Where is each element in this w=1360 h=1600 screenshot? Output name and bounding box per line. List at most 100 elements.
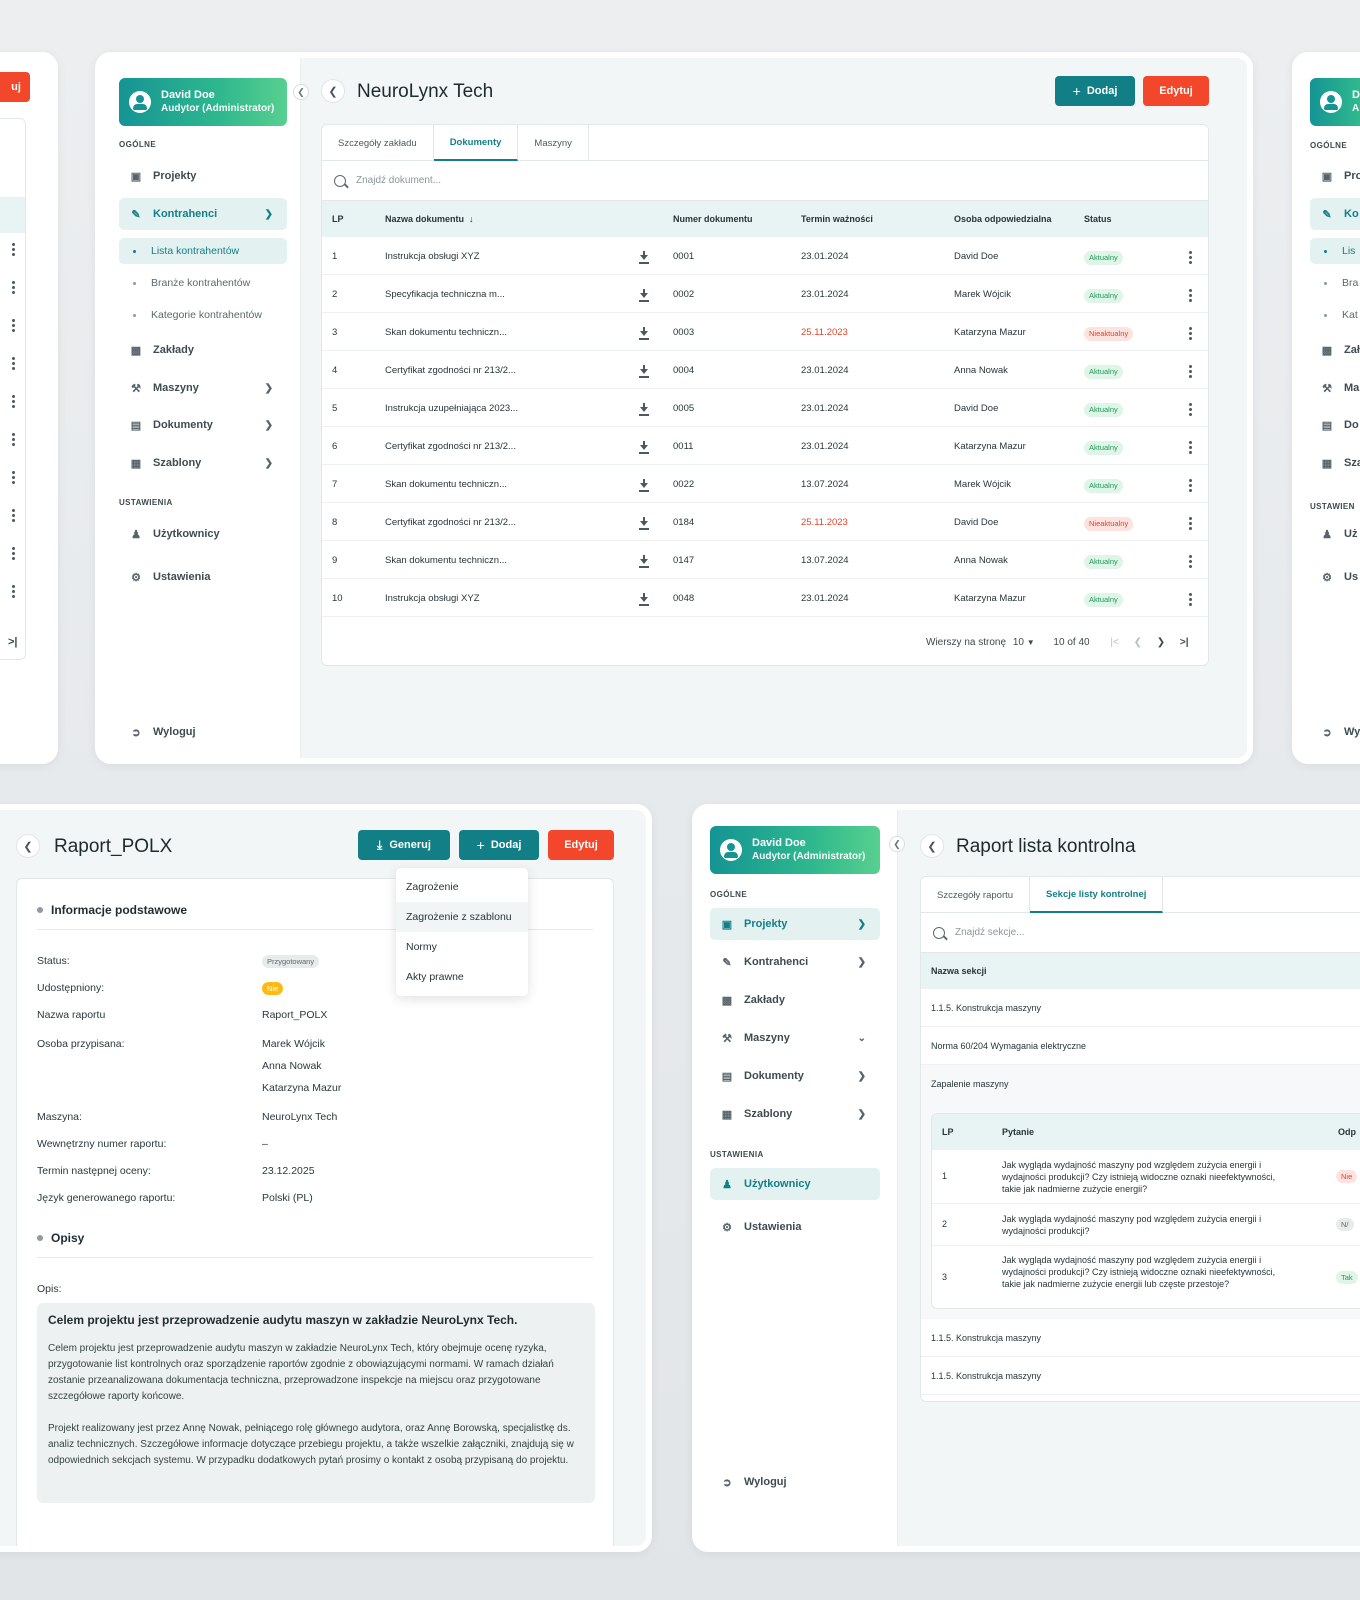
more-options-icon[interactable] [1189, 365, 1193, 379]
more-options-icon[interactable] [1189, 403, 1193, 417]
sidebar-item-projekty[interactable]: ▣ Projekty ❯ [710, 908, 880, 940]
sidebar-item-wyloguj[interactable]: ➲ Wyloguj [710, 1466, 880, 1498]
tab-dokumenty[interactable]: Dokumenty [433, 125, 519, 161]
ghost-nav-item[interactable]: Kat [1310, 302, 1360, 328]
ghost-nav-item[interactable]: ✎ Ko [1310, 198, 1360, 230]
menu-item-akty-prawne[interactable]: Akty prawne [406, 971, 464, 983]
download-icon[interactable] [638, 441, 650, 454]
more-options-icon[interactable] [1189, 441, 1193, 455]
first-page-icon[interactable]: |< [1110, 637, 1119, 648]
sidebar-item-maszyny[interactable]: ⚒ Maszyny ⌄ [710, 1022, 880, 1054]
more-options-icon[interactable] [1189, 593, 1193, 607]
more-options-icon[interactable] [12, 243, 16, 257]
download-icon[interactable] [638, 517, 650, 530]
download-icon[interactable] [638, 555, 650, 568]
table-row[interactable]: 9 Skan dokumentu techniczn... 0147 13.07.20… [322, 541, 1208, 579]
more-options-icon[interactable] [12, 509, 16, 523]
tab-sekcje-listy-kontrolnej[interactable]: Sekcje listy kontrolnej [1030, 877, 1164, 913]
section-row[interactable]: Norma 60/204 Wymagania elektryczne [921, 1027, 1360, 1065]
sidebar-item-dokumenty[interactable]: ▤ Dokumenty ❯ [130, 419, 273, 432]
sidebar-item-dokumenty[interactable]: ▤ Dokumenty ❯ [721, 1070, 866, 1083]
more-options-icon[interactable] [12, 281, 16, 295]
back-button[interactable]: ❮ [16, 834, 40, 858]
sidebar-item-uzytkownicy[interactable]: ♟ Użytkownicy [710, 1168, 880, 1200]
generate-button[interactable]: ⤓ Generuj [358, 830, 450, 860]
table-row[interactable]: 7 Skan dokumentu techniczn... 0022 13.07.20… [322, 465, 1208, 503]
tab-maszyny[interactable]: Maszyny [518, 125, 589, 161]
section-row[interactable]: 1.1.5. Konstrukcja maszyny [921, 1319, 1360, 1357]
more-options-icon[interactable] [1189, 251, 1193, 265]
table-row[interactable]: 8 Certyfikat zgodności nr 213/2... 0184 25.… [322, 503, 1208, 541]
more-options-icon[interactable] [12, 433, 16, 447]
add-button[interactable]: + Dodaj [1055, 76, 1135, 106]
more-options-icon[interactable] [12, 395, 16, 409]
download-icon[interactable] [638, 251, 650, 264]
sidebar-item-wyloguj[interactable]: ➲ Wyloguj [119, 716, 287, 748]
cell-document-name[interactable]: Instrukcja uzupełniająca 2023... [385, 403, 519, 414]
prev-page-icon[interactable]: ❮ [1133, 637, 1142, 648]
back-button[interactable]: ❮ [321, 79, 345, 103]
table-row[interactable]: 10 Instrukcja obsługi XYZ 0048 23.01.2024 Ka… [322, 579, 1208, 617]
ghost-nav-item[interactable]: ▤ Do [1321, 419, 1359, 432]
cell-document-name[interactable]: Certyfikat zgodności nr 213/2... [385, 441, 516, 452]
sidebar-item-maszyny[interactable]: ⚒ Maszyny ❯ [119, 372, 287, 404]
edit-button[interactable]: Edytuj [548, 830, 614, 860]
table-row[interactable]: 2 Specyfikacja techniczna m... 0002 23.01.2… [322, 275, 1208, 313]
sidebar-item-ustawienia[interactable]: ⚙ Ustawienia [710, 1211, 880, 1243]
more-options-icon[interactable] [1189, 517, 1193, 531]
user-card[interactable]: David Doe Audytor (Administrator) [710, 826, 880, 874]
document-search[interactable]: Znajdź dokument... [322, 161, 1208, 201]
search-input[interactable]: Znajdź dokument... [356, 175, 442, 186]
cell-document-name[interactable]: Skan dokumentu techniczn... [385, 555, 507, 566]
table-row[interactable]: 6 Certyfikat zgodności nr 213/2... 0011 23.… [322, 427, 1208, 465]
cell-document-name[interactable]: Specyfikacja techniczna m... [385, 289, 505, 300]
cell-document-name[interactable]: Instrukcja obsługi XYZ [385, 251, 480, 262]
download-icon[interactable] [638, 327, 650, 340]
sidebar-item-zaklady[interactable]: ▩ Zakłady [130, 344, 194, 357]
table-row[interactable]: 4 Certyfikat zgodności nr 213/2... 0004 23.… [322, 351, 1208, 389]
download-icon[interactable] [638, 403, 650, 416]
sidebar-subitem-lista-kontrahentow[interactable]: Lista kontrahentów [119, 238, 287, 264]
more-options-icon[interactable] [12, 585, 16, 599]
section-search[interactable]: Znajdź sekcje... [921, 913, 1360, 953]
ghost-nav-item[interactable]: ▩ Zał [1321, 344, 1360, 357]
table-row[interactable]: 5 Instrukcja uzupełniająca 2023... 0005 23.… [322, 389, 1208, 427]
search-input[interactable]: Znajdź sekcje... [955, 927, 1025, 938]
more-options-icon[interactable] [1189, 327, 1193, 341]
sidebar-item-ustawienia[interactable]: ⚙ Ustawienia [119, 561, 287, 593]
section-row[interactable]: 1.1.5. Konstrukcja maszyny [921, 989, 1360, 1027]
sidebar-item-kontrahenci[interactable]: ✎ Kontrahenci ❯ [710, 946, 880, 978]
sidebar-collapse-button[interactable]: ❮ [889, 836, 905, 852]
more-options-icon[interactable] [12, 547, 16, 561]
sidebar-item-kontrahenci[interactable]: ✎ Kontrahenci ❯ [119, 198, 287, 230]
menu-item-zagrozenie[interactable]: Zagrożenie [406, 881, 459, 893]
cell-document-name[interactable]: Certyfikat zgodności nr 213/2... [385, 517, 516, 528]
sidebar-item-zaklady[interactable]: ▩ Zakłady [721, 994, 785, 1007]
more-options-icon[interactable] [1189, 479, 1193, 493]
back-button[interactable]: ❮ [920, 834, 944, 858]
ghost-last-page-icon[interactable]: >| [8, 636, 18, 648]
menu-item-zagrozenie-z-szablonu[interactable]: Zagrożenie z szablonu [396, 902, 528, 932]
download-icon[interactable] [638, 479, 650, 492]
sidebar-subitem-kategorie-kontrahentow[interactable]: Kategorie kontrahentów [119, 302, 287, 328]
more-options-icon[interactable] [1189, 289, 1193, 303]
cell-document-name[interactable]: Skan dokumentu techniczn... [385, 327, 507, 338]
more-options-icon[interactable] [12, 319, 16, 333]
last-page-icon[interactable]: >| [1179, 637, 1189, 648]
download-icon[interactable] [638, 289, 650, 302]
question-row[interactable]: 1 Jak wygląda wydajność maszyny pod wzgl… [932, 1150, 1360, 1204]
ghost-nav-item[interactable]: ♟ Uż [1310, 518, 1360, 550]
table-row[interactable]: 1 Instrukcja obsługi XYZ 0001 23.01.2024 Dav… [322, 237, 1208, 275]
tab-szczegoly-zakladu[interactable]: Szczegóły zakładu [322, 125, 434, 161]
more-options-icon[interactable] [12, 471, 16, 485]
more-options-icon[interactable] [1189, 555, 1193, 569]
ghost-nav-item[interactable]: ➲ Wy [1310, 716, 1360, 748]
ghost-nav-item[interactable]: Bra [1310, 270, 1360, 296]
rows-per-page-select[interactable]: 10 ▼ [1012, 637, 1035, 648]
sidebar-item-szablony[interactable]: ▦ Szablony ❯ [721, 1108, 866, 1121]
ghost-edit-button[interactable]: uj [0, 72, 30, 102]
download-icon[interactable] [638, 365, 650, 378]
next-page-icon[interactable]: ❯ [1156, 637, 1166, 648]
section-row[interactable]: 1.1.5. Konstrukcja maszyny [921, 1357, 1360, 1395]
